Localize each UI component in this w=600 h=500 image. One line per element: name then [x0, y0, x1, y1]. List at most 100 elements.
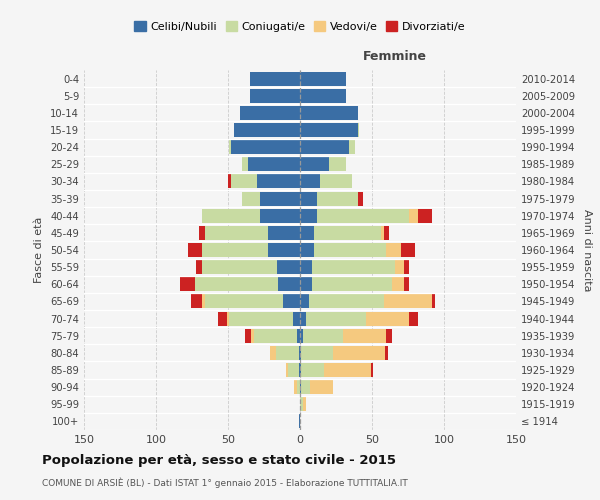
Bar: [383, 226, 389, 240]
Bar: [196, 260, 202, 274]
Bar: [245, 328, 251, 342]
Bar: [260, 192, 300, 205]
Bar: [300, 174, 320, 188]
Bar: [303, 328, 343, 342]
Bar: [320, 174, 352, 188]
Bar: [404, 260, 409, 274]
Bar: [283, 294, 300, 308]
Bar: [366, 312, 409, 326]
Bar: [205, 294, 283, 308]
Bar: [188, 243, 202, 257]
Bar: [254, 328, 297, 342]
Bar: [409, 208, 418, 222]
Bar: [293, 312, 300, 326]
Bar: [227, 312, 229, 326]
Bar: [300, 312, 306, 326]
Bar: [300, 243, 314, 257]
Bar: [229, 312, 293, 326]
Bar: [250, 88, 300, 102]
Bar: [329, 158, 346, 172]
Bar: [311, 260, 395, 274]
Bar: [242, 192, 260, 205]
Bar: [202, 260, 277, 274]
Bar: [289, 363, 299, 377]
Bar: [300, 398, 303, 411]
Bar: [380, 226, 383, 240]
Bar: [231, 140, 300, 154]
Bar: [181, 278, 195, 291]
Bar: [314, 226, 380, 240]
Bar: [277, 260, 300, 274]
Bar: [205, 226, 268, 240]
Text: Femmine: Femmine: [363, 50, 427, 63]
Bar: [268, 226, 300, 240]
Bar: [349, 140, 355, 154]
Bar: [392, 278, 404, 291]
Bar: [202, 208, 260, 222]
Bar: [300, 380, 301, 394]
Bar: [308, 294, 383, 308]
Bar: [202, 243, 268, 257]
Bar: [242, 158, 248, 172]
Bar: [199, 226, 205, 240]
Bar: [358, 192, 364, 205]
Bar: [286, 363, 289, 377]
Bar: [371, 363, 373, 377]
Bar: [433, 294, 436, 308]
Bar: [300, 260, 311, 274]
Bar: [317, 208, 409, 222]
Bar: [294, 380, 297, 394]
Bar: [270, 346, 275, 360]
Bar: [300, 226, 314, 240]
Bar: [386, 328, 392, 342]
Bar: [301, 363, 325, 377]
Bar: [300, 123, 358, 137]
Bar: [300, 294, 308, 308]
Bar: [300, 346, 301, 360]
Bar: [299, 363, 300, 377]
Bar: [306, 312, 366, 326]
Bar: [275, 346, 299, 360]
Bar: [401, 243, 415, 257]
Bar: [234, 123, 300, 137]
Bar: [301, 346, 333, 360]
Bar: [358, 123, 359, 137]
Text: Popolazione per età, sesso e stato civile - 2015: Popolazione per età, sesso e stato civil…: [42, 454, 396, 467]
Bar: [297, 328, 300, 342]
Bar: [404, 278, 409, 291]
Bar: [343, 328, 386, 342]
Bar: [333, 346, 385, 360]
Bar: [386, 243, 401, 257]
Bar: [300, 88, 346, 102]
Bar: [268, 243, 300, 257]
Bar: [251, 328, 254, 342]
Bar: [300, 278, 311, 291]
Bar: [228, 174, 231, 188]
Bar: [218, 312, 227, 326]
Y-axis label: Anni di nascita: Anni di nascita: [583, 209, 592, 291]
Bar: [299, 414, 300, 428]
Text: COMUNE DI ARSIÈ (BL) - Dati ISTAT 1° gennaio 2015 - Elaborazione TUTTITALIA.IT: COMUNE DI ARSIÈ (BL) - Dati ISTAT 1° gen…: [42, 478, 408, 488]
Bar: [250, 72, 300, 86]
Bar: [248, 158, 300, 172]
Bar: [300, 140, 349, 154]
Bar: [257, 174, 300, 188]
Bar: [300, 192, 317, 205]
Bar: [383, 294, 433, 308]
Bar: [297, 380, 300, 394]
Bar: [191, 294, 202, 308]
Bar: [300, 208, 317, 222]
Bar: [231, 174, 257, 188]
Bar: [310, 380, 333, 394]
Bar: [418, 208, 433, 222]
Bar: [311, 278, 392, 291]
Bar: [299, 346, 300, 360]
Bar: [300, 72, 346, 86]
Bar: [385, 346, 388, 360]
Y-axis label: Fasce di età: Fasce di età: [34, 217, 44, 283]
Legend: Celibi/Nubili, Coniugati/e, Vedovi/e, Divorziati/e: Celibi/Nubili, Coniugati/e, Vedovi/e, Di…: [131, 18, 469, 35]
Bar: [395, 260, 404, 274]
Bar: [303, 398, 306, 411]
Bar: [278, 278, 300, 291]
Bar: [229, 140, 231, 154]
